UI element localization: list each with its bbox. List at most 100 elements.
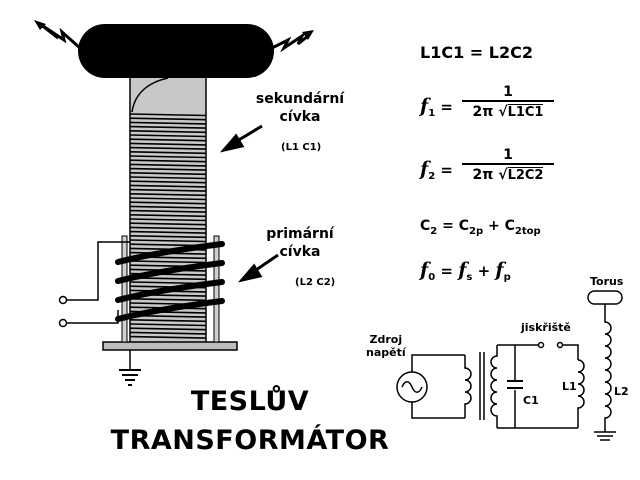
terminal-bottom [58, 318, 68, 328]
secondary-turn [129, 335, 207, 339]
secondary-turn [129, 125, 207, 129]
fp-symbol: f [495, 259, 504, 281]
source-label-line2: napětí [366, 346, 406, 360]
secondary-turn [129, 142, 207, 146]
secondary-turn [129, 226, 207, 230]
f1-index: 1 [428, 108, 436, 119]
source-label-line1: Zdroj [369, 333, 403, 346]
f1-two-pi: 2π [472, 104, 494, 120]
spark-gap-right-icon [556, 341, 564, 349]
c2top-index: 2top [514, 225, 541, 237]
secondary-turn [129, 214, 207, 218]
spark-left-icon [39, 22, 81, 50]
f1-root: L1C1 [507, 104, 544, 120]
spark-gap-label: jiskřiště [521, 321, 571, 334]
secondary-turn [129, 180, 207, 184]
coil-l2 [604, 304, 612, 432]
title-line1: TESLŮV [190, 386, 310, 417]
f2-root: L2C2 [507, 167, 544, 183]
eq-f2: f2 = [420, 158, 453, 182]
terminal-top [58, 295, 68, 305]
ground-icon [119, 369, 141, 386]
eq-resonance: L1C1 = L2C2 [420, 43, 533, 62]
primary-winding [115, 241, 225, 322]
primary-post-left [121, 235, 128, 343]
f0-equals: = [440, 262, 453, 280]
secondary-turn [129, 117, 207, 121]
secondary-turn [129, 193, 207, 197]
f2-index: 2 [428, 171, 436, 182]
f2-denominator: 2π √L2C2 [462, 163, 554, 183]
primary-wire-top [65, 241, 130, 301]
primary-coil-label: primární cívka [255, 226, 345, 261]
secondary-turn [129, 155, 207, 159]
f0-plus: + [477, 262, 491, 280]
secondary-turn [129, 113, 207, 117]
secondary-coil-label: sekundární cívka [245, 91, 355, 126]
secondary-turn [129, 172, 207, 176]
primary-coil-sublabel: (L2 C2) [295, 277, 336, 288]
secondary-turn [129, 151, 207, 155]
secondary-turn [129, 298, 207, 302]
fs-symbol: f [458, 259, 467, 281]
secondary-coil-sublabel: (L1 C1) [281, 142, 322, 153]
title-line2: TRANSFORMÁTOR [110, 425, 390, 456]
f1-numerator: 1 [503, 84, 513, 100]
secondary-turn [129, 130, 207, 134]
c1-label: C1 [523, 394, 539, 407]
secondary-turn [129, 134, 207, 138]
f2-two-pi: 2π [472, 167, 494, 183]
f1-fraction: 1 2π √L1C1 [462, 84, 554, 120]
f2-symbol: f [420, 158, 429, 180]
secondary-turn [129, 176, 207, 180]
torus-top-load [78, 24, 274, 78]
torus-label: Torus [590, 275, 624, 288]
secondary-turn [129, 163, 207, 167]
c2-symbol: C [420, 218, 431, 234]
c2-index: 2 [430, 225, 438, 237]
fs-index: s [466, 272, 473, 283]
secondary-turn [129, 209, 207, 213]
fp-index: p [503, 272, 511, 283]
transformer-secondary-coil [490, 345, 498, 428]
primary-wire-bottom [65, 310, 119, 324]
primary-arrow-icon [237, 253, 279, 283]
eq-f0: f0 = fs + fp [420, 259, 511, 283]
primary-label-line2: cívka [279, 243, 321, 260]
primary-turn [115, 298, 225, 322]
l2-label: L2 [614, 385, 629, 398]
secondary-turn [129, 327, 207, 331]
secondary-turn [129, 138, 207, 142]
secondary-label-line1: sekundární [255, 91, 345, 107]
secondary-turn [129, 260, 207, 264]
transformer-primary-coil [464, 355, 472, 418]
secondary-turn [129, 319, 207, 323]
secondary-turn [129, 197, 207, 201]
primary-turn [115, 279, 225, 303]
c2-plus: + C [488, 218, 515, 234]
spark-right-icon [271, 31, 309, 53]
eq-c2: C2 = C2p + C2top [420, 218, 541, 237]
l1-label: L1 [562, 380, 577, 393]
secondary-turn [129, 201, 207, 205]
secondary-turn [129, 184, 207, 188]
secondary-arrow-icon [219, 124, 263, 153]
f1-denominator: 2π √L1C1 [462, 100, 554, 120]
f1-symbol: f [420, 95, 429, 117]
circuit-ground-icon [594, 431, 616, 441]
c2p-index: 2p [469, 225, 484, 237]
secondary-turn [129, 235, 207, 239]
f0-symbol: f [420, 259, 429, 281]
source-label: Zdroj napětí [366, 333, 406, 359]
f2-numerator: 1 [503, 147, 513, 163]
secondary-turn [129, 323, 207, 327]
spark-gap-left-icon [537, 341, 545, 349]
primary-turn [115, 260, 225, 284]
secondary-turn [129, 218, 207, 222]
secondary-turn [129, 230, 207, 234]
secondary-turn [129, 146, 207, 150]
primary-label-line1: primární [266, 226, 334, 242]
base-plate [102, 341, 238, 351]
